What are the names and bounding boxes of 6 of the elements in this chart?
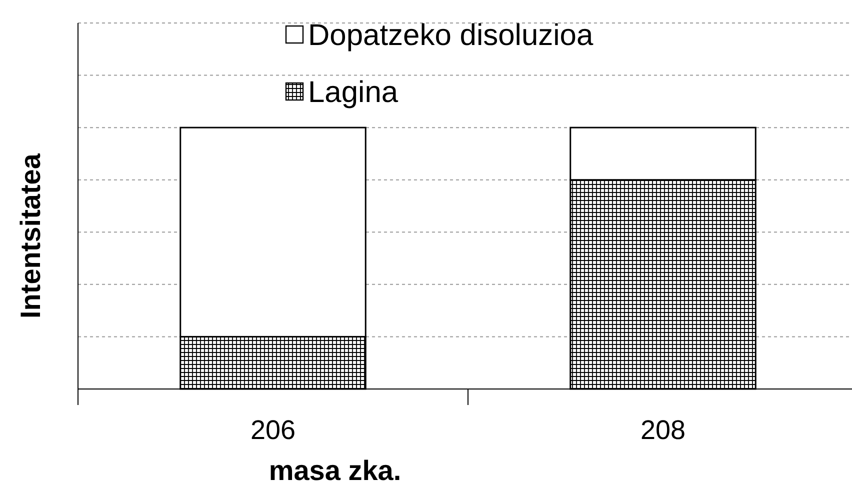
x-tick-label: 206 (250, 415, 296, 445)
legend-label: Dopatzeko disoluzioa (308, 19, 594, 52)
legend-label: Lagina (308, 76, 398, 109)
x-axis-title: masa zka. (268, 455, 402, 486)
x-tick-label: 208 (640, 415, 686, 445)
y-axis-title: Intentsitatea (15, 153, 46, 318)
